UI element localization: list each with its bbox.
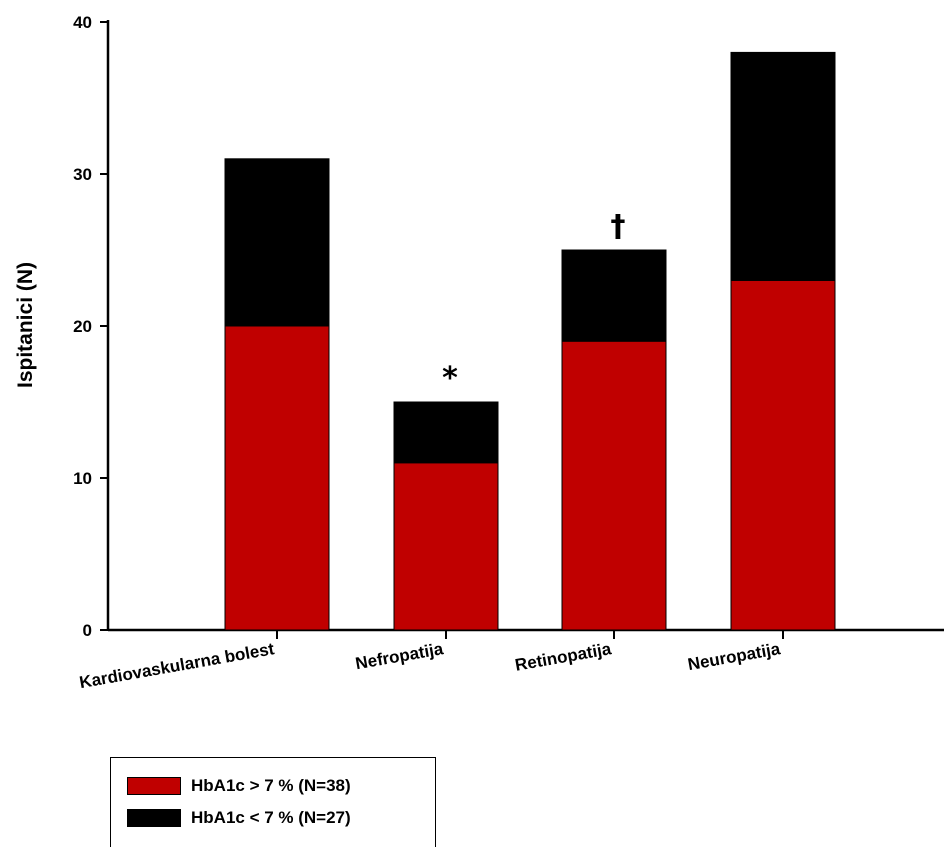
legend-item-hba1c-low: HbA1c < 7 % (N=27)	[127, 806, 351, 830]
y-tick-label: 30	[73, 165, 92, 184]
bars	[224, 51, 836, 631]
y-tick-label: 0	[83, 621, 92, 640]
bar-segment-hba1c-low	[224, 158, 330, 327]
y-axis-label: Ispitanici (N)	[14, 262, 37, 388]
legend-swatch-black	[127, 809, 181, 827]
legend-swatch-red	[127, 777, 181, 795]
legend-label-hba1c-high: HbA1c > 7 % (N=38)	[191, 776, 351, 795]
bar-segment-hba1c-high	[224, 325, 330, 631]
y-tick-label: 40	[73, 13, 92, 32]
bar-segment-hba1c-low	[393, 401, 499, 464]
category-label: Nefropatija	[354, 639, 445, 673]
significance-marker: †	[611, 209, 626, 244]
y-tick-label: 10	[73, 469, 92, 488]
bar-segment-hba1c-low	[561, 249, 667, 342]
y-tick-label: 20	[73, 317, 92, 336]
x-ticks: Kardiovaskularna bolest Nefropatija Retino…	[78, 630, 784, 692]
significance-marker: *	[442, 361, 458, 396]
bar-segment-hba1c-high	[393, 462, 499, 631]
category-label: Retinopatija	[514, 639, 614, 675]
category-label: Kardiovaskularna bolest	[78, 639, 276, 692]
y-ticks: 0 10 20 30 40	[73, 13, 108, 640]
significance-markers: *†	[442, 209, 625, 396]
stacked-bar-chart: 0 10 20 30 40 Kardiovaskularna bolest Nefropa…	[14, 13, 944, 692]
bar-segment-hba1c-high	[561, 340, 667, 631]
legend-label-hba1c-low: HbA1c < 7 % (N=27)	[191, 808, 351, 827]
legend: HbA1c > 7 % (N=38) HbA1c < 7 % (N=27)	[110, 757, 436, 847]
category-label: Neuropatija	[686, 639, 782, 674]
bar-segment-hba1c-low	[730, 51, 836, 281]
legend-item-hba1c-high: HbA1c > 7 % (N=38)	[127, 774, 351, 798]
bar-segment-hba1c-high	[730, 279, 836, 631]
